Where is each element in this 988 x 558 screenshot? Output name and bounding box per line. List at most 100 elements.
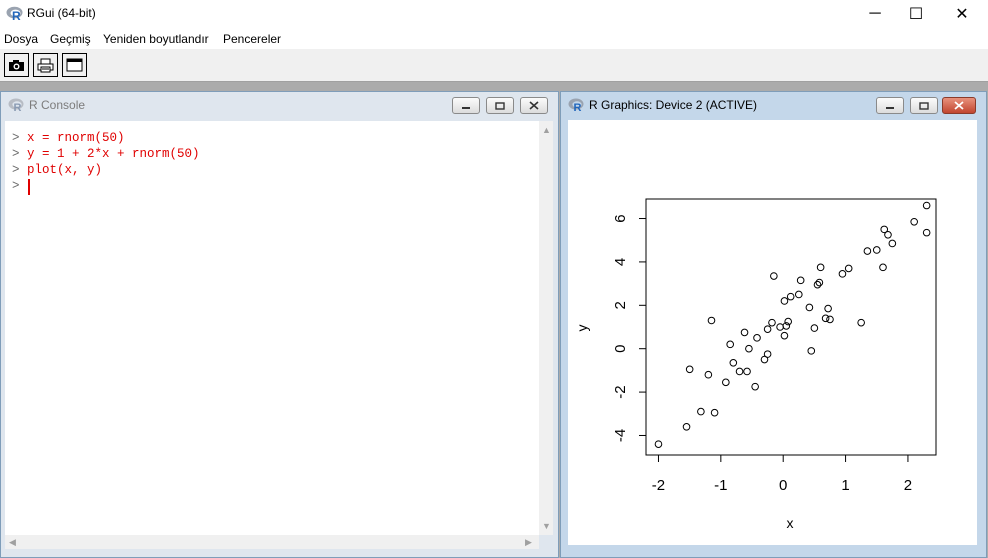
scatter-plot: -2 -1 0 1 2 -4 -2 0 2 4 6 x y xyxy=(574,198,937,531)
copy-picture-button[interactable] xyxy=(4,53,29,77)
data-point xyxy=(710,408,719,417)
console-minimize-button[interactable] xyxy=(452,97,480,114)
data-point xyxy=(815,278,824,287)
graphics-minimize-button[interactable] xyxy=(876,97,904,114)
console-line: > y = 1 + 2*x + rnorm(50) xyxy=(12,147,200,161)
r-logo-icon: R xyxy=(8,98,24,112)
data-point xyxy=(763,325,772,333)
text-cursor xyxy=(28,179,30,195)
print-button[interactable] xyxy=(33,53,58,77)
data-point xyxy=(922,201,931,210)
data-point xyxy=(807,347,816,355)
data-point xyxy=(682,422,691,431)
console-title-bar: R R Console xyxy=(1,92,558,118)
data-point xyxy=(707,316,716,325)
toolbar xyxy=(0,49,988,82)
window-icon xyxy=(66,58,83,72)
console-window: R R Console > x = rnorm(50) > y = 1 + 2*… xyxy=(0,91,559,558)
printer-icon xyxy=(37,58,54,72)
close-icon xyxy=(529,101,539,110)
console-line: > x = rnorm(50) xyxy=(12,131,125,145)
y-tick-label: 0 xyxy=(612,345,629,353)
vertical-scrollbar[interactable]: ▲ ▼ xyxy=(539,121,553,535)
data-point xyxy=(743,367,751,376)
y-axis: -4 -2 0 2 4 6 xyxy=(612,214,647,442)
plot-box xyxy=(645,198,937,456)
menu-yeniden-boyutlandir[interactable]: Yeniden boyutlandır xyxy=(103,32,209,46)
y-tick-label: 4 xyxy=(612,258,629,266)
console-code: y = 1 + 2*x + rnorm(50) xyxy=(27,147,200,161)
console-line: > plot(x, y) xyxy=(12,163,102,177)
svg-text:R: R xyxy=(574,102,582,112)
menu-gecmis[interactable]: Geçmiş xyxy=(50,32,91,46)
data-point xyxy=(740,328,749,337)
data-point xyxy=(729,358,738,367)
x-tick-label: 2 xyxy=(904,477,912,494)
console-prompt: > xyxy=(12,131,20,145)
close-button[interactable]: ✕ xyxy=(939,0,985,28)
window-title: RGui (64-bit) xyxy=(27,6,96,20)
data-point xyxy=(751,382,759,391)
scroll-down-icon[interactable]: ▼ xyxy=(542,521,551,531)
x-tick-label: -1 xyxy=(714,477,727,494)
console-close-button[interactable] xyxy=(520,97,548,114)
horizontal-scrollbar[interactable]: ◀ ▶ xyxy=(5,535,539,549)
data-point xyxy=(794,290,803,299)
data-point xyxy=(821,314,830,323)
points-layer xyxy=(654,201,931,448)
data-point xyxy=(770,272,778,280)
data-point xyxy=(838,270,847,278)
data-point xyxy=(786,292,795,301)
svg-text:R: R xyxy=(12,9,21,21)
data-point xyxy=(768,318,776,327)
graphics-close-button[interactable] xyxy=(942,97,976,114)
y-axis-label: y xyxy=(574,325,590,332)
close-icon: ✕ xyxy=(955,6,969,23)
data-point xyxy=(784,317,792,326)
console-input-line[interactable]: > xyxy=(12,179,27,193)
data-point xyxy=(796,276,805,285)
window-button[interactable] xyxy=(62,53,87,77)
console-prompt: > xyxy=(12,163,20,177)
graphics-restore-button[interactable] xyxy=(910,97,938,114)
scroll-left-icon[interactable]: ◀ xyxy=(9,537,16,547)
data-point xyxy=(722,378,730,387)
scroll-up-icon[interactable]: ▲ xyxy=(542,125,551,135)
menu-dosya[interactable]: Dosya xyxy=(4,32,39,46)
console-output[interactable]: > x = rnorm(50) > y = 1 + 2*x + rnorm(50… xyxy=(5,121,539,535)
x-tick-label: 0 xyxy=(779,477,787,494)
data-point xyxy=(654,440,663,448)
data-point xyxy=(685,365,694,374)
minimize-button[interactable]: ─ xyxy=(852,0,898,28)
maximize-icon: ☐ xyxy=(908,6,924,23)
graphics-window: R R Graphics: Device 2 (ACTIVE) -2 -1 0 1 2 xyxy=(560,91,987,558)
graphics-title: R Graphics: Device 2 (ACTIVE) xyxy=(589,98,758,112)
data-point xyxy=(824,304,832,313)
title-bar: R RGui (64-bit) ─ ☐ ✕ xyxy=(0,0,988,28)
data-point xyxy=(863,247,872,255)
data-point xyxy=(813,280,822,289)
data-point xyxy=(922,228,931,237)
data-point xyxy=(763,350,772,358)
console-restore-button[interactable] xyxy=(486,97,514,114)
y-tick-label: 6 xyxy=(612,214,629,222)
menu-pencereler[interactable]: Pencereler xyxy=(223,32,282,46)
console-title: R Console xyxy=(29,98,86,112)
svg-text:R: R xyxy=(14,102,22,112)
maximize-button[interactable]: ☐ xyxy=(893,0,939,28)
data-point xyxy=(780,297,789,305)
data-point xyxy=(697,407,705,416)
scroll-right-icon[interactable]: ▶ xyxy=(525,537,532,547)
data-point xyxy=(872,246,881,254)
data-point xyxy=(816,263,825,272)
data-point xyxy=(888,239,897,248)
r-logo-icon: R xyxy=(568,98,584,112)
x-tick-label: 1 xyxy=(841,477,849,494)
data-point xyxy=(879,263,887,272)
plot-canvas: -2 -1 0 1 2 -4 -2 0 2 4 6 x y xyxy=(568,120,977,545)
minimize-icon xyxy=(886,106,894,109)
y-tick-label: -2 xyxy=(612,385,629,398)
x-tick-label: -2 xyxy=(652,477,665,494)
graphics-title-bar: R R Graphics: Device 2 (ACTIVE) xyxy=(561,92,986,118)
data-point xyxy=(776,323,784,331)
